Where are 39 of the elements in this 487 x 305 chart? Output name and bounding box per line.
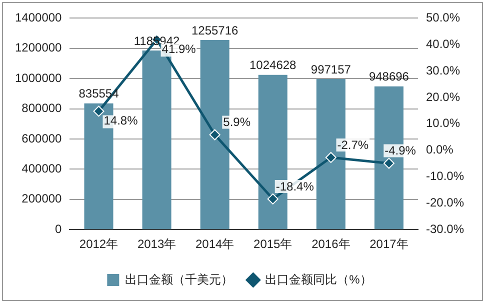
y-tick-label: 200000 [22,192,62,206]
data-label: 997157 [310,62,352,76]
data-label: 1024628 [250,58,297,72]
point [383,158,394,169]
data-label: 5.9% [223,115,251,130]
y2-tick-label: -10.0% [426,169,464,184]
y2-tick-label: 0.0% [426,142,454,157]
legend-label: 出口金额同比（%） [265,272,372,286]
x-tick-label: 2016年 [312,237,350,252]
point [209,129,220,140]
y2-tick-label: 20.0% [426,90,460,104]
data-label: -4.9% [384,144,416,158]
x-tick-label: 2014年 [195,237,234,252]
data-label: -18.4% [276,179,314,194]
x-tick-label: 2012年 [79,237,118,252]
y2-tick-label: 50.0% [426,10,460,25]
y2-tick-label: 30.0% [426,63,460,78]
point [93,106,104,117]
data-label: 14.8% [104,114,138,128]
data-label: 1255716 [191,23,239,38]
point [325,152,336,163]
x-tick-label: 2015年 [254,237,292,252]
y2-tick-label: 10.0% [426,116,460,130]
point [267,193,278,204]
y-tick-label: 800000 [22,101,62,116]
legend-label: 出口金额（千美元） [125,272,234,286]
data-label: -2.7% [337,138,369,152]
data-label: 948696 [368,70,410,84]
y2-tick-label: 40.0% [426,36,460,51]
y-tick-label: 400000 [22,162,62,176]
y-tick-label: 1400000 [15,10,62,25]
y-tick-label: 1200000 [15,40,62,55]
x-tick-label: 2017年 [370,237,408,252]
y-tick-label: 1000000 [15,70,62,85]
y-tick-label: 0 [55,222,62,236]
y2-tick-label: -30.0% [426,222,464,236]
x-tick-label: 2013年 [137,237,176,252]
y-tick-label: 600000 [22,131,62,146]
y2-tick-label: -20.0% [426,195,464,210]
